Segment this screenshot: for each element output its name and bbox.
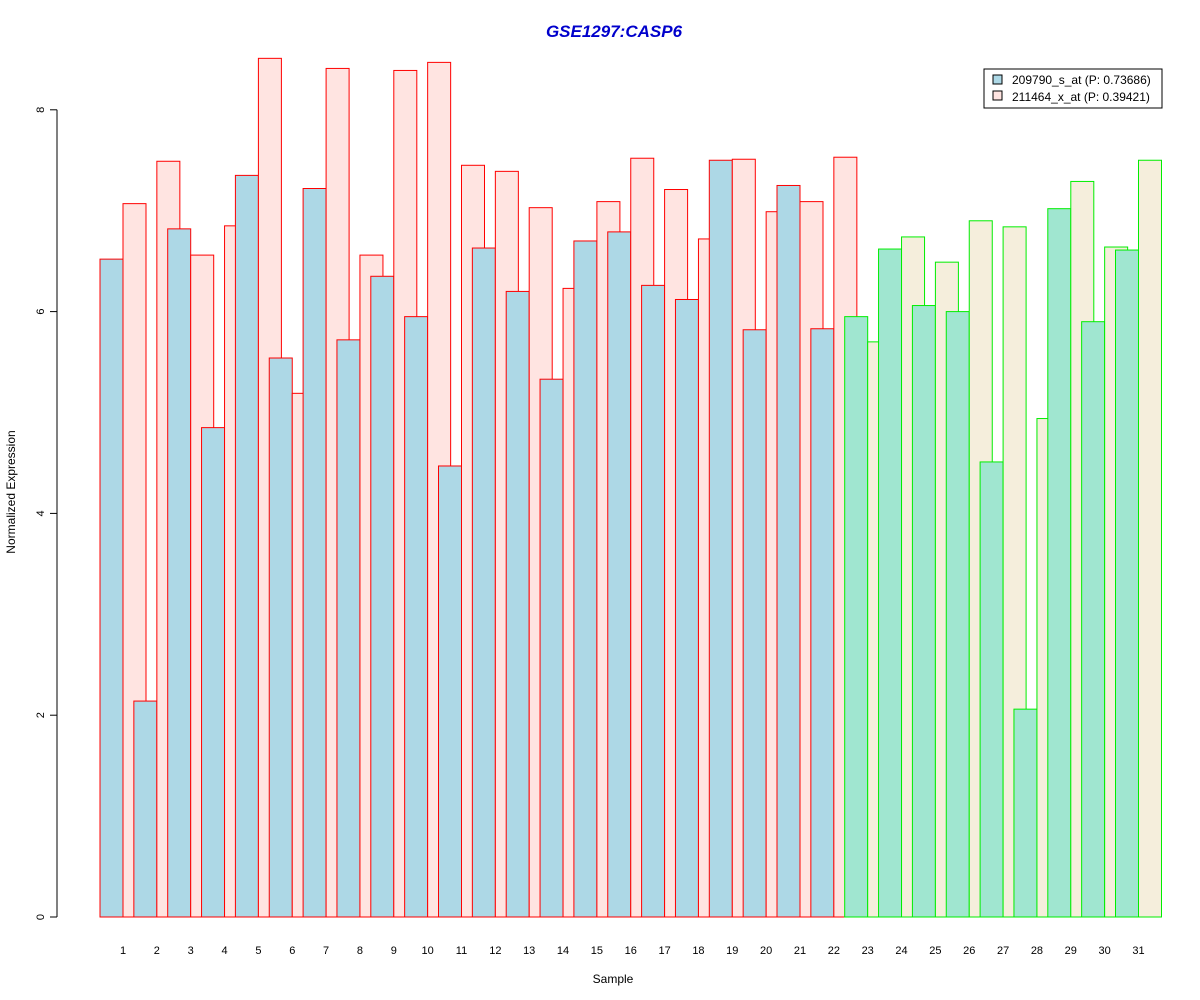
x-tick-label: 6: [289, 945, 295, 957]
x-tick-label: 19: [726, 945, 738, 957]
x-tick-label: 14: [557, 945, 569, 957]
x-tick-label: 17: [658, 945, 670, 957]
bar-sample-28-series-1: [1013, 708, 1038, 918]
x-tick-label: 7: [323, 945, 329, 957]
bar-sample-4-series-1: [201, 427, 226, 918]
bar-sample-31-series-1: [1115, 249, 1139, 918]
y-axis-label: Normalized Expression: [4, 430, 18, 553]
bar-sample-26-series-1: [945, 311, 970, 918]
bar-sample-29-series-1: [1047, 208, 1072, 918]
bar-sample-12-series-1: [471, 247, 496, 918]
bar-sample-6-series-1: [268, 357, 293, 918]
legend-label-series-2: 211464_x_at (P: 0.39421): [1012, 90, 1150, 104]
x-tick-label: 26: [963, 945, 975, 957]
bar-sample-16-series-1: [607, 231, 632, 918]
bar-sample-14-series-1: [539, 378, 564, 918]
bar-sample-23-series-1: [844, 316, 869, 918]
x-tick-label: 11: [456, 945, 467, 957]
bar-sample-13-series-1: [505, 290, 530, 918]
x-tick-label: 3: [188, 945, 194, 957]
bar-sample-7-series-1: [302, 188, 327, 918]
legend-box: [983, 68, 1163, 109]
bar-sample-22-series-1: [810, 328, 835, 918]
bar-sample-5-series-1: [234, 174, 259, 918]
legend-swatch-series-1: [992, 74, 1003, 85]
bar-sample-10-series-1: [404, 316, 429, 918]
bar-sample-8-series-1: [336, 339, 361, 918]
x-tick-label: 21: [794, 945, 806, 957]
bar-sample-18-series-1: [674, 298, 699, 918]
bar-sample-31-series-2: [1138, 159, 1162, 918]
x-tick-label: 20: [760, 945, 772, 957]
x-tick-label: 8: [357, 945, 363, 957]
x-tick-label: 13: [523, 945, 535, 957]
x-tick-label: 10: [422, 945, 434, 957]
x-tick-label: 16: [625, 945, 637, 957]
x-tick-label: 18: [692, 945, 704, 957]
x-tick-label: 24: [895, 945, 907, 957]
legend: 209790_s_at (P: 0.73686) 211464_x_at (P:…: [983, 68, 1163, 109]
x-tick-label: 2: [154, 945, 160, 957]
bar-sample-30-series-1: [1081, 321, 1106, 918]
bar-sample-2-series-1: [133, 700, 158, 918]
y-axis: 0 2 4 6 8: [35, 107, 58, 920]
bar-sample-15-series-1: [573, 240, 598, 918]
bar-sample-21-series-1: [776, 184, 801, 918]
bar-sample-17-series-1: [641, 284, 666, 918]
x-tick-label: 27: [997, 945, 1009, 957]
bar-sample-27-series-1: [979, 461, 1004, 918]
bar-sample-1-series-1: [99, 258, 124, 918]
x-tick-label: 28: [1031, 945, 1043, 957]
legend-swatch-series-2: [992, 90, 1003, 101]
x-tick-label: 1: [120, 945, 126, 957]
x-axis-label: Sample: [593, 972, 634, 986]
x-axis-tick-labels: 1 2 3 4 5 6 7 8 9 10 11 12 13 14 15 16 17 18 19 20 21 22 23 24 2…: [120, 945, 1145, 957]
x-tick-label: 4: [221, 945, 227, 957]
chart-title: GSE1297:CASP6: [546, 22, 683, 41]
x-tick-label: 29: [1065, 945, 1077, 957]
x-tick-label: 15: [591, 945, 603, 957]
x-tick-label: 12: [489, 945, 501, 957]
x-tick-label: 22: [828, 945, 840, 957]
legend-label-series-1: 209790_s_at (P: 0.73686): [1012, 73, 1151, 87]
y-tick-label: 8: [35, 107, 47, 113]
y-tick-label: 4: [35, 510, 47, 516]
bar-sample-11-series-1: [438, 465, 462, 918]
bar-sample-24-series-1: [878, 248, 903, 918]
bar-sample-25-series-1: [911, 305, 936, 918]
x-tick-label: 9: [391, 945, 397, 957]
x-tick-label: 23: [862, 945, 874, 957]
x-tick-label: 5: [255, 945, 261, 957]
bar-sample-9-series-1: [370, 275, 395, 918]
x-tick-label: 31: [1132, 945, 1144, 957]
y-tick-label: 2: [35, 712, 47, 718]
bar-sample-20-series-1: [742, 329, 767, 918]
bar-sample-3-series-1: [167, 228, 192, 918]
y-tick-label: 0: [35, 914, 47, 920]
x-tick-label: 25: [929, 945, 941, 957]
y-tick-label: 6: [35, 309, 47, 315]
bar-sample-19-series-1: [708, 159, 733, 918]
bars: [99, 57, 1162, 918]
x-tick-label: 30: [1099, 945, 1111, 957]
